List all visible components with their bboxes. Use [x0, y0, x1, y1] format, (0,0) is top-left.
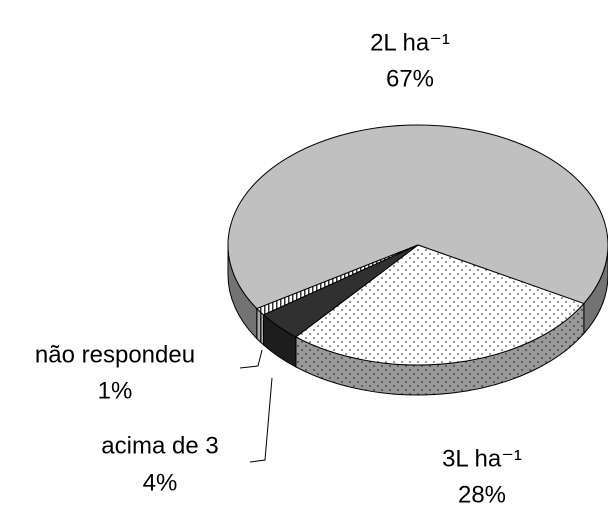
slice-label: acima de 3: [101, 432, 218, 459]
slice: [227, 124, 608, 310]
slice: [294, 244, 585, 366]
slice-label: 2L ha⁻¹: [370, 29, 450, 56]
leader-line: [249, 377, 273, 463]
slice-value: 28%: [458, 481, 506, 508]
slice-value: 4%: [143, 469, 178, 496]
slice: [255, 244, 419, 316]
leader-line: [239, 349, 263, 369]
slice-value: 1%: [98, 377, 133, 404]
pie: [227, 124, 608, 396]
slice-label: não respondeu: [35, 341, 195, 368]
slice-label: 3L ha⁻¹: [442, 445, 522, 472]
slice-value: 67%: [386, 65, 434, 92]
